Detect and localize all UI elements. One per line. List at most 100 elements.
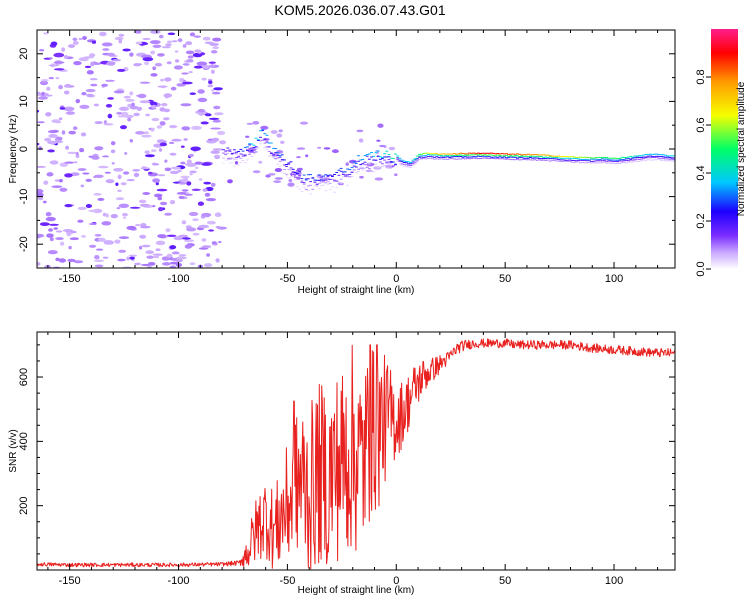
spectrogram-ridge-cell: [592, 157, 596, 159]
spectrogram-noise-cell: [125, 99, 135, 102]
spectrogram-ridge-cell: [239, 148, 243, 150]
spectrogram-noise-cell: [81, 235, 87, 238]
spectrogram-noise-cell: [154, 62, 163, 67]
spectrogram-ridge-cell: [346, 174, 349, 176]
spectrogram-ridge-cell: [537, 154, 541, 156]
spectrogram-ridge-cell: [520, 156, 524, 158]
spectrogram-ridge-cell: [618, 163, 622, 164]
spectrogram-ridge-cell: [363, 164, 367, 166]
spectrogram-ridge-cell: [457, 155, 461, 157]
spectrogram-ridge-cell: [226, 152, 230, 154]
spectrogram-ridge-cell: [328, 174, 332, 176]
spectrogram-noise-cell: [188, 211, 199, 217]
spectrogram-ridge-cell: [333, 191, 336, 193]
spectrogram-ridge-cell: [507, 156, 511, 158]
spectrogram-ridge-cell: [285, 164, 288, 165]
spectrogram-noise-cell: [120, 125, 127, 130]
spectrogram-ridge-cell: [596, 156, 600, 158]
spectrogram-ridge-cell: [224, 150, 228, 152]
spectrogram-noise-cell: [42, 200, 47, 204]
spectrogram-ridge-cell: [620, 156, 624, 158]
spectrogram-ridge-cell: [579, 162, 582, 164]
spectrogram-noise-cell: [84, 65, 92, 69]
spectrogram-ridge-cell: [655, 155, 659, 157]
spectrogram-noise-cell: [149, 40, 161, 45]
colorbar: 0.0 0.2 0.4 0.6 0.8 Normalized spectral ampl…: [695, 29, 747, 277]
spectrogram-ridge-cell: [624, 162, 628, 164]
spectrogram-noise-cell: [93, 259, 105, 262]
spectrogram-ridge-cell: [487, 157, 491, 159]
spectrogram-ridge-cell: [489, 157, 493, 159]
spectrogram-ridge-cell: [317, 174, 321, 176]
spectrogram-noise-cell: [99, 31, 107, 37]
spectrogram-noise-cell: [356, 129, 364, 133]
spectrogram-ridge-cell: [655, 156, 659, 158]
snr-x-tick-label: 0: [393, 575, 399, 587]
spectrogram-noise-cell: [209, 64, 215, 69]
spectrogram-ridge-cell: [596, 159, 600, 161]
spectrogram-ridge-cell: [585, 160, 589, 162]
spectrogram-ridge-cell: [296, 186, 299, 188]
spectrogram-ridge-cell: [317, 188, 321, 190]
spectrogram-noise-cell: [135, 131, 145, 135]
spectrogram-ridge-cell: [583, 159, 587, 161]
spectrogram-noise-cell: [176, 83, 187, 86]
spectrogram-noise-cell: [162, 262, 171, 266]
spectrogram-ridge-cell: [638, 158, 641, 160]
spectrogram-ridge-cell: [283, 164, 286, 166]
spectrogram-ridge-cell: [313, 179, 317, 181]
spectrogram-ridge-cell: [531, 154, 535, 156]
spectrogram-noise-cell: [133, 112, 140, 117]
spectrogram-noise-cell: [212, 46, 219, 50]
spectrogram-ridge-cell: [664, 158, 667, 160]
spectrogram-noise-cell: [89, 244, 97, 248]
spectrogram-noise-cell: [180, 103, 192, 107]
spectrogram-noise-cell: [155, 240, 166, 246]
spectrogram-noise-cell: [144, 61, 149, 66]
spectrogram-ridge-cell: [346, 184, 349, 186]
spectrogram-noise-cell: [58, 117, 63, 120]
spectrogram-ridge-cell: [287, 162, 291, 164]
spectrogram-ridge-cell: [337, 181, 341, 183]
spectrogram-ridge-cell: [228, 162, 232, 164]
spectrogram-ridge-cell: [398, 159, 402, 161]
spectrogram-ridge-cell: [315, 183, 319, 185]
spectrogram-noise-cell: [207, 84, 214, 88]
spectrogram-noise-cell: [150, 30, 161, 34]
spectrogram-noise-cell: [129, 52, 134, 57]
spectrogram-noise-cell: [101, 42, 113, 47]
spectrogram-ridge-cell: [235, 153, 238, 155]
spectrogram-noise-cell: [46, 86, 51, 91]
spectrogram-noise-cell: [192, 218, 199, 222]
spectrogram-noise-cell: [118, 203, 130, 208]
spectrogram-noise-cell: [178, 182, 187, 185]
spectrogram-ridge-cell: [542, 159, 545, 161]
spectrogram-ridge-cell: [533, 154, 537, 156]
spectrogram-noise-cell: [139, 225, 151, 229]
spectrogram-noise-cell: [54, 138, 59, 141]
spectrogram-ridge-cell: [590, 157, 593, 159]
spectrogram-noise-cell: [146, 255, 154, 259]
spectrogram-ridge-cell: [511, 156, 515, 158]
spectrogram-noise-cell: [246, 122, 253, 125]
spectrogram-ridge-cell: [579, 156, 582, 158]
spectrogram-noise-cell: [129, 105, 139, 110]
spectrogram-noise-cell: [169, 125, 178, 129]
spectrogram-noise-cell: [204, 263, 213, 268]
spectrogram-noise-cell: [208, 80, 213, 84]
spectrogram-ridge-cell: [344, 175, 347, 177]
spectrogram-noise-cell: [45, 212, 52, 217]
spectrogram-ridge-cell: [648, 157, 652, 159]
spectrogram-ridge-cell: [535, 157, 539, 159]
spectrogram-ridge-cell: [326, 174, 330, 176]
spectrogram-ridge-cell: [248, 144, 251, 146]
spectrogram-noise-cell: [211, 89, 215, 92]
spectrogram-ridge-cell: [413, 158, 417, 160]
spectrogram-ridge-cell: [635, 161, 639, 162]
spectrogram-ridge-cell: [435, 156, 439, 158]
spectrogram-ridge-cell: [402, 160, 406, 162]
spectrogram-ridge-cell: [448, 156, 452, 158]
spectrogram-ridge-cell: [370, 171, 373, 173]
spectrogram-ridge-cell: [326, 181, 330, 183]
